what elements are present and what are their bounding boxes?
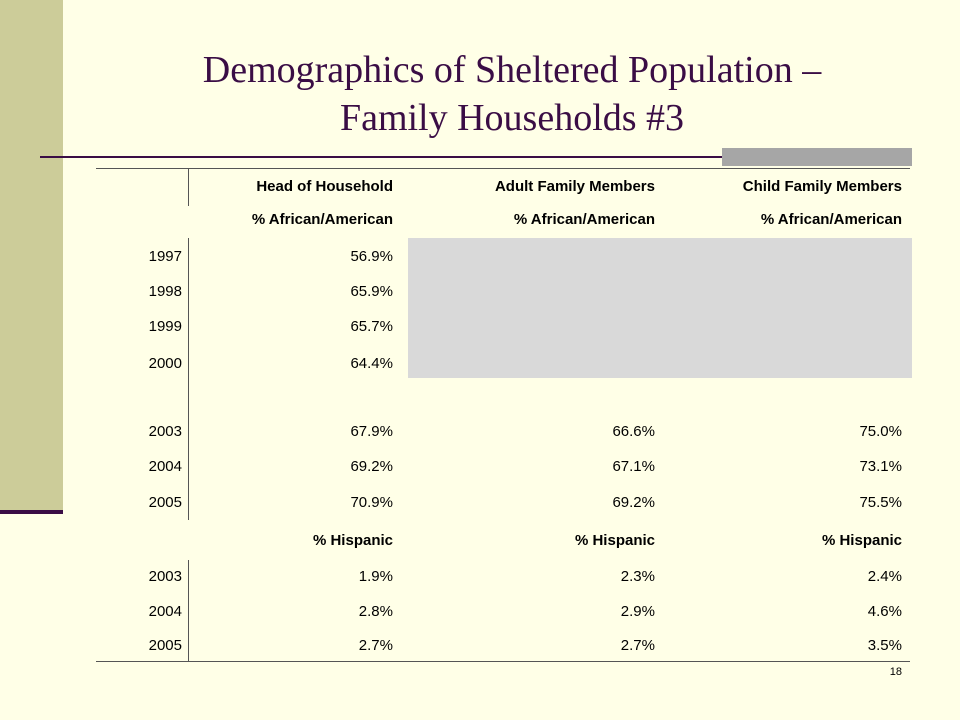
- table-cell: 73.1%: [859, 458, 902, 475]
- table-cell: 2.8%: [358, 603, 393, 620]
- section-header: % African/American: [513, 211, 655, 228]
- empty-cells: [408, 238, 912, 378]
- table-rule: [188, 238, 189, 520]
- table-cell: 69.2%: [350, 458, 393, 475]
- row-year: 1999: [148, 318, 182, 335]
- table-cell: 66.6%: [612, 423, 655, 440]
- table-cell: 3.5%: [867, 637, 902, 654]
- row-year: 2000: [148, 355, 182, 372]
- section-header: % Hispanic: [574, 532, 655, 549]
- table-cell: 56.9%: [350, 248, 393, 265]
- title-line: Demographics of Sheltered Population –: [202, 49, 822, 91]
- column-header: Adult Family Members: [494, 178, 655, 195]
- column-header: Child Family Members: [742, 178, 902, 195]
- table-cell: 67.9%: [350, 423, 393, 440]
- table-cell: 2.9%: [620, 603, 655, 620]
- table-cell: 2.3%: [620, 568, 655, 585]
- table-rule: [96, 661, 910, 662]
- table-rule: [188, 168, 189, 206]
- section-header: % African/American: [251, 211, 393, 228]
- section-header: % Hispanic: [312, 532, 393, 549]
- table-cell: 70.9%: [350, 494, 393, 511]
- row-year: 2003: [148, 568, 182, 585]
- row-year: 2004: [148, 458, 182, 475]
- title-line: Family Households #3: [339, 97, 685, 139]
- table-rule: [96, 168, 910, 169]
- column-header: Head of Household: [256, 178, 393, 195]
- table-cell: 2.7%: [358, 637, 393, 654]
- table-cell: 65.9%: [350, 283, 393, 300]
- side-bar-rule: [0, 510, 63, 514]
- row-year: 1998: [148, 283, 182, 300]
- row-year: 2004: [148, 603, 182, 620]
- table-rule: [188, 560, 189, 661]
- table-cell: 2.4%: [867, 568, 902, 585]
- section-header: % African/American: [760, 211, 902, 228]
- section-header: % Hispanic: [821, 532, 902, 549]
- table-cell: 65.7%: [350, 318, 393, 335]
- table-cell: 75.0%: [859, 423, 902, 440]
- title-rule: [40, 156, 912, 158]
- table-cell: 67.1%: [612, 458, 655, 475]
- table-cell: 69.2%: [612, 494, 655, 511]
- accent-block: [722, 148, 912, 166]
- page-number: 18: [889, 666, 902, 678]
- table-cell: 75.5%: [859, 494, 902, 511]
- row-year: 2005: [148, 494, 182, 511]
- side-bar: [0, 0, 63, 510]
- row-year: 2005: [148, 637, 182, 654]
- row-year: 1997: [148, 248, 182, 265]
- table-cell: 1.9%: [358, 568, 393, 585]
- table-cell: 64.4%: [350, 355, 393, 372]
- table-cell: 2.7%: [620, 637, 655, 654]
- row-year: 2003: [148, 423, 182, 440]
- table-cell: 4.6%: [867, 603, 902, 620]
